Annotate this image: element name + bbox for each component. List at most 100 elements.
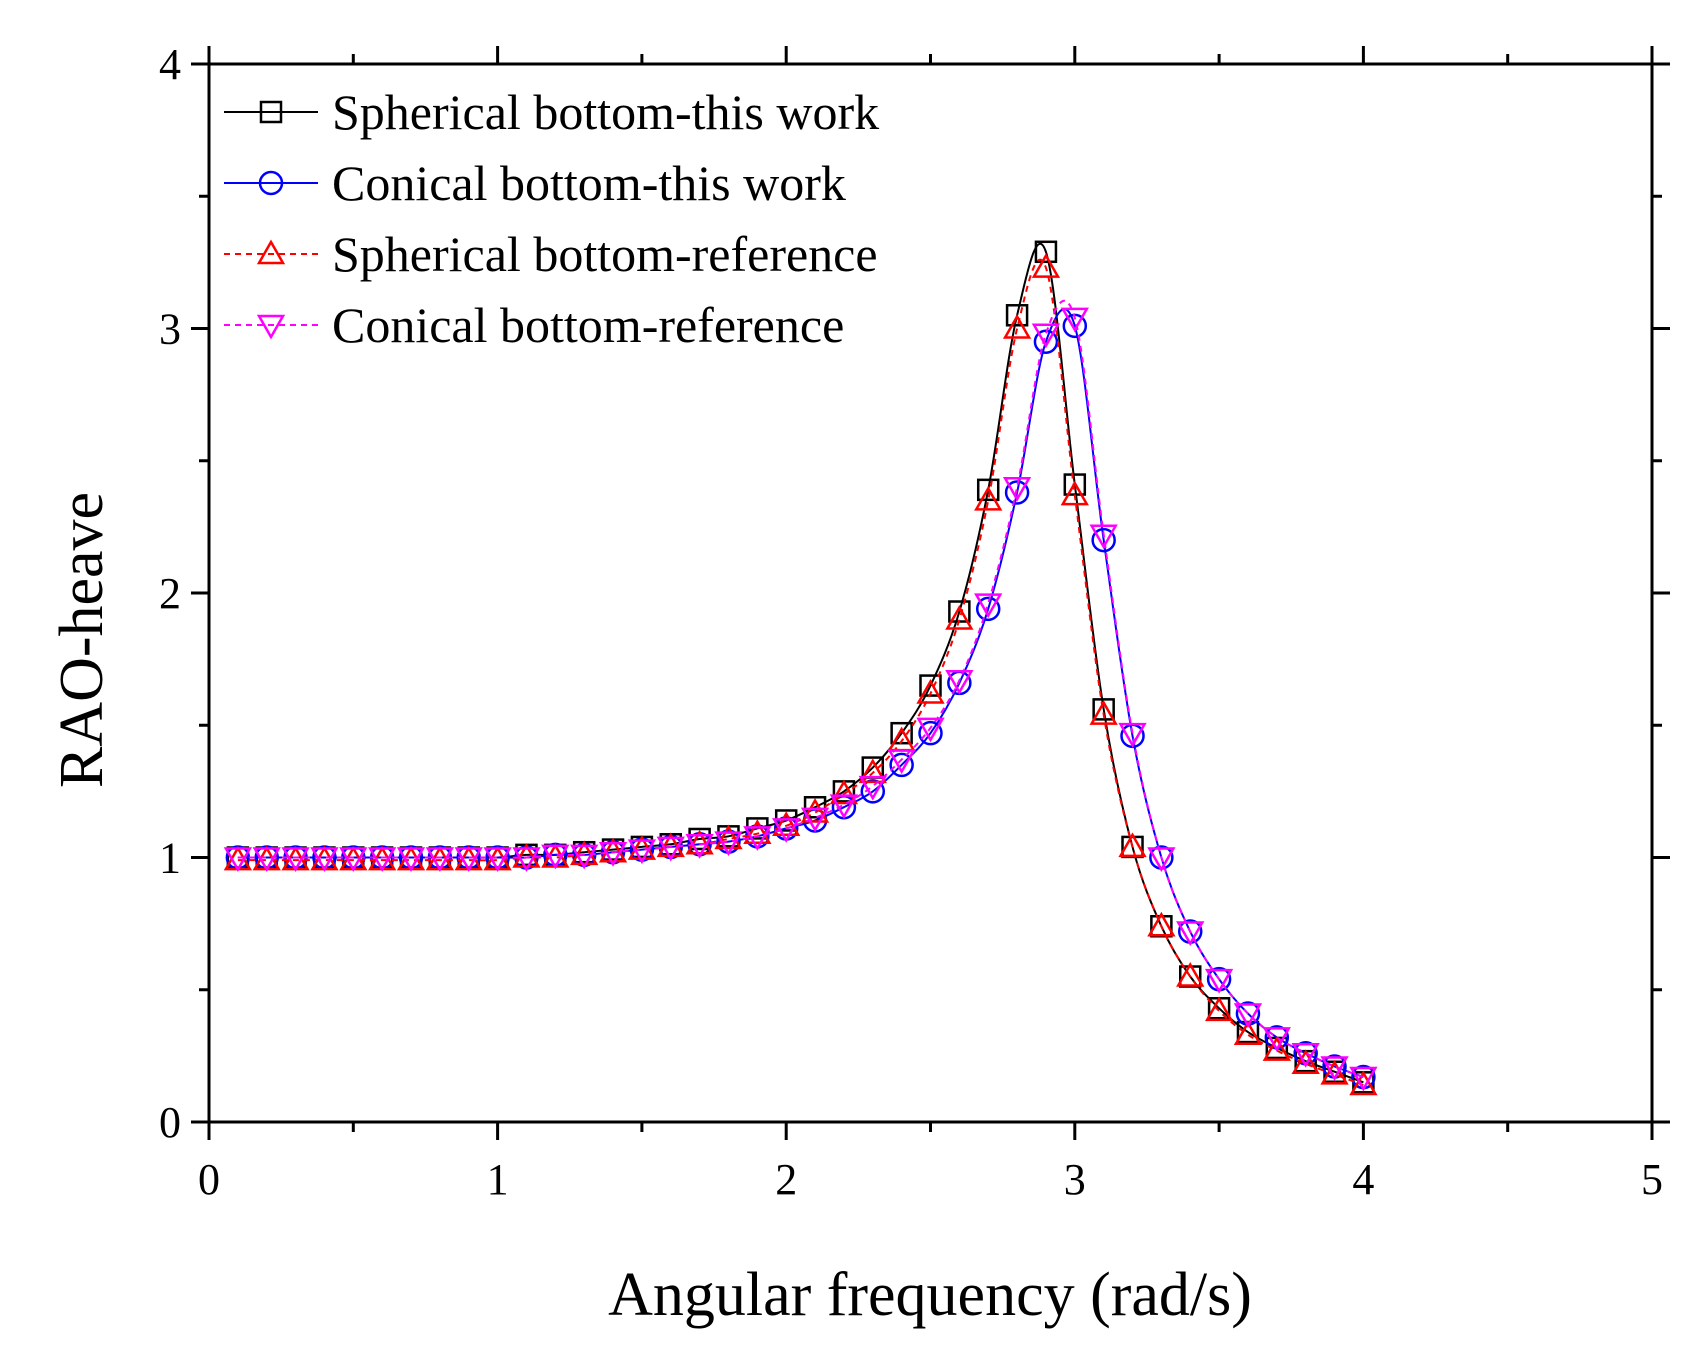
- y-tick-label: 4: [159, 40, 181, 89]
- data-point: [800, 798, 830, 823]
- x-tick-label: 5: [1641, 1155, 1663, 1204]
- series-line: [237, 308, 1364, 1078]
- data-point: [800, 807, 830, 833]
- data-point: [918, 720, 943, 746]
- data-point: [974, 593, 1003, 619]
- data-point: [887, 749, 916, 775]
- data-point: [656, 836, 685, 862]
- data-point: [916, 717, 945, 743]
- data-point: [829, 794, 859, 820]
- data-point: [685, 829, 714, 855]
- data-point: [916, 678, 945, 704]
- y-axis-title: RAO-heave: [48, 492, 116, 788]
- legend-item: Conical bottom-this work: [224, 155, 846, 211]
- data-point: [368, 847, 397, 873]
- data-point: [945, 604, 974, 630]
- y-tick-label: 2: [159, 569, 181, 618]
- y-tick-label: 0: [159, 1098, 181, 1147]
- data-point: [1291, 1049, 1320, 1075]
- data-point: [1060, 307, 1089, 333]
- x-tick-label: 4: [1352, 1155, 1374, 1204]
- legend-label: Spherical bottom-reference: [332, 226, 878, 282]
- data-point: [223, 847, 253, 873]
- series-line: [237, 258, 1364, 1086]
- data-point: [1031, 253, 1061, 278]
- series-layer: [223, 240, 1378, 1096]
- series-line: [237, 242, 1364, 1084]
- data-point: [1204, 968, 1234, 994]
- data-point: [772, 811, 801, 837]
- data-point: [890, 721, 913, 745]
- x-axis-title: Angular frequency (rad/s): [608, 1261, 1252, 1329]
- plot-frame: [207, 62, 1654, 1124]
- data-point: [1005, 304, 1029, 327]
- data-point: [1349, 1066, 1378, 1092]
- data-point: [1091, 527, 1116, 553]
- data-point: [1147, 847, 1176, 873]
- data-point: [1262, 1036, 1291, 1061]
- axis-tick-labels: 0 1 2 3 4 5 0 1 2 3 4: [159, 40, 1663, 1204]
- legend-marker: [256, 239, 286, 265]
- series-2: [225, 308, 1376, 1090]
- data-point: [627, 839, 657, 865]
- data-point: [512, 847, 541, 873]
- data-point: [310, 847, 339, 873]
- data-point: [396, 847, 426, 873]
- series-4: [223, 299, 1378, 1092]
- data-point: [976, 478, 1000, 502]
- data-point: [570, 840, 599, 866]
- data-point: [829, 779, 859, 805]
- data-point: [975, 596, 1001, 622]
- y-tick-label: 1: [159, 834, 181, 883]
- data-point: [1176, 962, 1205, 987]
- data-point: [1349, 1070, 1378, 1096]
- data-point: [1320, 1056, 1349, 1081]
- data-point: [1176, 921, 1205, 947]
- data-point: [1089, 700, 1118, 725]
- legend-label: Spherical bottom-this work: [332, 84, 879, 140]
- data-point: [974, 485, 1003, 511]
- data-point: [889, 752, 914, 778]
- legend-label: Conical bottom-this work: [332, 155, 846, 211]
- data-point: [714, 824, 743, 850]
- axis-ticks: [191, 46, 1670, 1140]
- data-point: [1233, 1020, 1263, 1045]
- legend-item: Spherical bottom-reference: [224, 226, 878, 282]
- x-tick-label: 1: [487, 1155, 509, 1204]
- legend-marker: [256, 314, 286, 340]
- x-tick-label: 2: [775, 1155, 797, 1204]
- data-point: [1060, 480, 1089, 506]
- series-line: [237, 299, 1364, 1078]
- data-point: [1118, 832, 1147, 858]
- x-tick-label: 3: [1064, 1155, 1086, 1204]
- legend-item: Conical bottom-reference: [224, 297, 844, 353]
- data-point: [1118, 722, 1147, 748]
- data-point: [1320, 1059, 1349, 1085]
- data-point: [743, 819, 772, 844]
- data-point: [685, 834, 714, 859]
- data-point: [1262, 1027, 1291, 1052]
- legend: Spherical bottom-this work Conical bottom…: [224, 84, 879, 353]
- data-point: [252, 847, 281, 873]
- data-point: [483, 847, 512, 873]
- data-point: [1002, 313, 1032, 339]
- data-point: [656, 832, 685, 858]
- series-3: [223, 253, 1378, 1096]
- legend-marker: [258, 170, 284, 196]
- x-tick-label: 0: [198, 1155, 220, 1204]
- data-point: [1092, 698, 1115, 721]
- series-1: [226, 240, 1375, 1094]
- data-point: [743, 826, 772, 851]
- data-point: [858, 758, 887, 784]
- data-point: [454, 847, 483, 873]
- data-point: [1034, 240, 1058, 264]
- data-point: [1002, 476, 1032, 502]
- data-point: [945, 670, 974, 695]
- data-point: [1089, 524, 1118, 550]
- legend-item: Spherical bottom-this work: [224, 84, 879, 140]
- data-point: [339, 847, 368, 873]
- data-point: [598, 841, 628, 867]
- data-point: [1147, 911, 1176, 937]
- data-point: [1233, 1003, 1263, 1029]
